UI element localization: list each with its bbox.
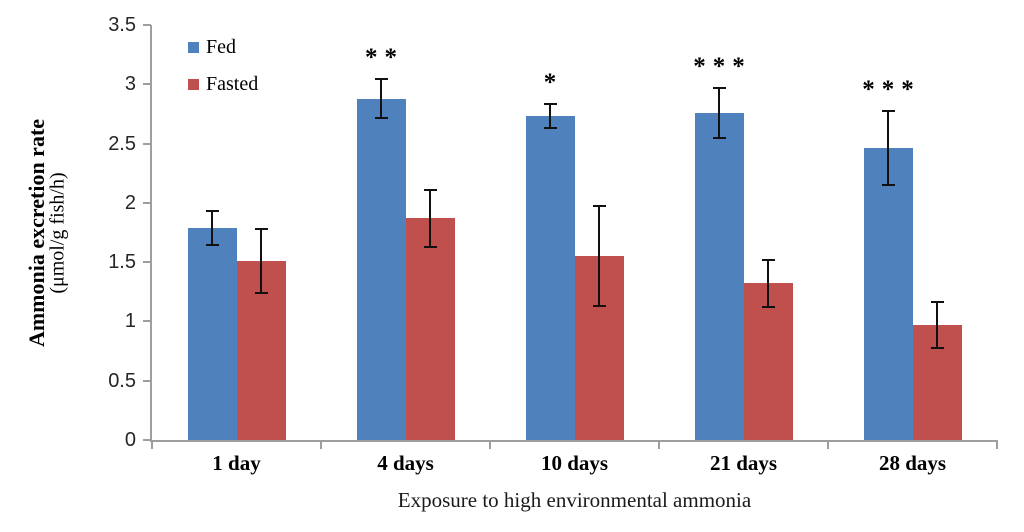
error-bar-part — [259, 227, 262, 295]
y-tick-3.5 — [143, 24, 151, 26]
bar-fed-10-days — [525, 116, 575, 440]
x-tick-3 — [658, 440, 660, 449]
y-tick-0.5 — [143, 379, 151, 382]
bar-fed-21-days — [694, 112, 744, 440]
bar-fasted-21-days — [743, 283, 793, 440]
y-tick-label-2.5: 2.5 — [108, 132, 136, 155]
error-bar-part — [881, 110, 895, 113]
y-tick-label-1.5: 1.5 — [108, 251, 136, 274]
error-bar-part — [205, 243, 219, 246]
y-tick-label-0: 0 — [124, 429, 136, 451]
legend-item-fed: Fed — [188, 35, 258, 59]
bar-fasted-4-days — [405, 218, 455, 440]
error-bar-part — [210, 209, 213, 246]
x-category-label-28-days: 28 days — [878, 451, 947, 475]
y-tick-3 — [143, 83, 151, 86]
x-tick-1 — [320, 440, 322, 449]
fed-legend-label: Fed — [206, 35, 236, 58]
bar-fed-4-days — [356, 98, 406, 440]
bar-fed-28-days — [863, 148, 913, 440]
significance-marker-4-days: ** — [365, 44, 404, 72]
error-bar-fed-10-days — [543, 103, 557, 130]
significance-marker-10-days: * — [543, 69, 564, 97]
error-bar-part — [592, 305, 606, 308]
error-bar-part — [935, 301, 938, 349]
y-axis-units: (μmol/g fish/h) — [46, 172, 69, 294]
error-bar-part — [712, 86, 726, 89]
x-category-label-10-days: 10 days — [540, 451, 609, 475]
y-tick-1.5 — [143, 261, 151, 264]
fasted-legend-label: Fasted — [206, 72, 259, 95]
error-bar-part — [886, 110, 889, 187]
y-tick-label-2: 2 — [124, 191, 136, 214]
error-bar-part — [423, 188, 437, 191]
error-bar-part — [761, 258, 775, 261]
y-tick-label-3.5: 3.5 — [108, 14, 136, 36]
y-tick-label-3: 3 — [124, 73, 136, 96]
error-bar-part — [543, 127, 557, 130]
x-tick-5 — [996, 440, 998, 449]
error-bar-part — [254, 292, 268, 295]
error-bar-part — [592, 205, 606, 208]
error-bar-part — [930, 346, 944, 349]
y-tick-1 — [143, 320, 151, 323]
error-bar-fed-4-days — [374, 78, 388, 119]
error-bar-part — [379, 78, 382, 119]
y-axis-line — [150, 25, 152, 442]
error-bar-part — [374, 116, 388, 119]
legend: Fed Fasted — [188, 35, 258, 109]
x-tick-2 — [489, 440, 491, 449]
error-bar-fasted-28-days — [930, 301, 944, 349]
bar-fed-1-day — [187, 227, 237, 440]
fasted-legend-swatch — [188, 78, 199, 90]
x-tick-0 — [151, 440, 153, 449]
error-bar-part — [766, 258, 769, 309]
error-bar-fed-28-days — [881, 110, 895, 187]
error-bar-part — [543, 103, 557, 106]
error-bar-part — [423, 245, 437, 248]
x-category-label-4-days: 4 days — [377, 451, 434, 475]
error-bar-part — [205, 209, 219, 212]
x-category-label-21-days: 21 days — [709, 451, 778, 475]
y-tick-0 — [143, 439, 151, 441]
error-bar-part — [761, 306, 775, 309]
x-tick-4 — [827, 440, 829, 449]
error-bar-fed-1-day — [205, 209, 219, 246]
y-tick-label-1: 1 — [124, 310, 136, 333]
error-bar-part — [597, 205, 600, 308]
error-bar-fasted-10-days — [592, 205, 606, 308]
error-bar-part — [548, 103, 551, 130]
error-bar-part — [254, 227, 268, 230]
x-axis-title: Exposure to high environmental ammonia — [397, 488, 752, 512]
error-bar-part — [930, 301, 944, 304]
error-bar-fasted-1-day — [254, 227, 268, 295]
error-bar-part — [712, 136, 726, 139]
y-tick-2 — [143, 201, 151, 204]
error-bar-part — [374, 78, 388, 81]
y-tick-label-0.5: 0.5 — [108, 369, 136, 392]
x-axis-line — [150, 440, 997, 442]
error-bar-part — [428, 188, 431, 248]
plot-area: Fed Fasted 0 0.5 1 1.5 2 2.5 3 3.5 1 day 4 days 10… — [108, 14, 998, 475]
error-bar-fed-21-days — [712, 86, 726, 139]
error-bar-part — [717, 86, 720, 139]
significance-marker-21-days: *** — [693, 52, 752, 80]
error-bar-fasted-21-days — [761, 258, 775, 309]
error-bar-fasted-4-days — [423, 188, 437, 248]
significance-marker-28-days: *** — [862, 76, 921, 104]
y-tick-2.5 — [143, 142, 151, 145]
x-category-label-1-day: 1 day — [212, 451, 261, 475]
fed-legend-swatch — [188, 41, 199, 53]
error-bar-part — [881, 184, 895, 187]
legend-item-fasted: Fasted — [188, 72, 258, 96]
